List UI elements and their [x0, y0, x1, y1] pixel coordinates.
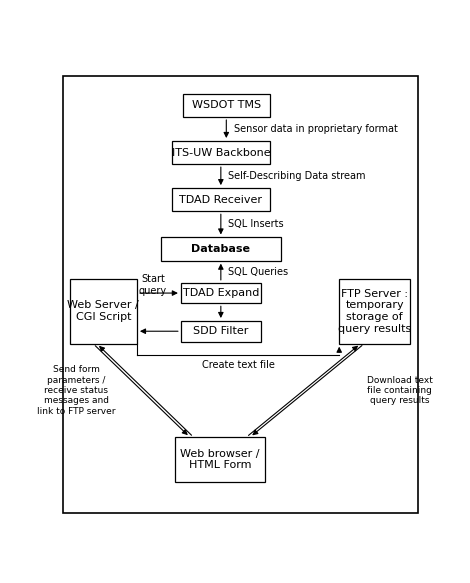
Text: Self-Describing Data stream: Self-Describing Data stream	[228, 171, 366, 181]
Text: SDD Filter: SDD Filter	[193, 326, 249, 336]
FancyBboxPatch shape	[70, 279, 137, 344]
FancyBboxPatch shape	[339, 279, 410, 344]
FancyBboxPatch shape	[172, 141, 270, 164]
FancyBboxPatch shape	[181, 283, 261, 303]
Text: SQL Inserts: SQL Inserts	[228, 219, 284, 229]
Text: ITS-UW Backbone: ITS-UW Backbone	[172, 147, 270, 157]
FancyBboxPatch shape	[183, 94, 270, 117]
FancyBboxPatch shape	[172, 188, 270, 212]
Text: Download text
file containing
query results: Download text file containing query resu…	[367, 375, 432, 405]
Text: Create text file: Create text file	[202, 360, 274, 370]
Text: TDAD Receiver: TDAD Receiver	[180, 195, 262, 205]
Text: Start
query: Start query	[139, 274, 167, 296]
Text: Sensor data in proprietary format: Sensor data in proprietary format	[234, 124, 398, 134]
Text: WSDOT TMS: WSDOT TMS	[192, 100, 261, 110]
Text: Web browser /
HTML Form: Web browser / HTML Form	[180, 449, 260, 470]
Text: TDAD Expand: TDAD Expand	[183, 288, 259, 298]
Text: Database: Database	[191, 244, 251, 254]
Text: FTP Server :
temporary
storage of
query results: FTP Server : temporary storage of query …	[338, 289, 411, 333]
FancyBboxPatch shape	[181, 321, 261, 342]
FancyBboxPatch shape	[63, 76, 418, 513]
Text: Send form
parameters /
receive status
messages and
link to FTP server: Send form parameters / receive status me…	[37, 365, 116, 416]
Text: Web Server /
CGI Script: Web Server / CGI Script	[68, 300, 139, 322]
Text: SQL Queries: SQL Queries	[228, 267, 288, 277]
FancyBboxPatch shape	[175, 437, 265, 482]
FancyBboxPatch shape	[161, 237, 281, 261]
